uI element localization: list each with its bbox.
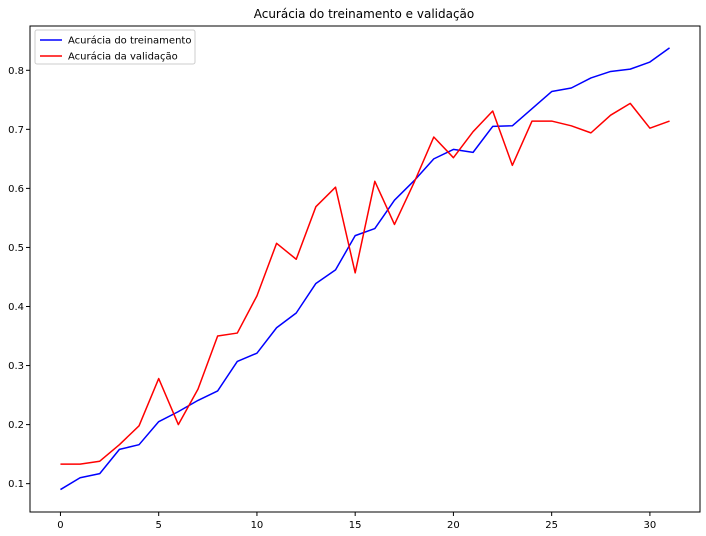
y-tick-label: 0.4 xyxy=(8,302,24,313)
legend-label: Acurácia da validação xyxy=(68,51,178,63)
legend-box xyxy=(34,29,196,65)
y-tick-label: 0.5 xyxy=(8,243,24,254)
legend-label: Acurácia do treinamento xyxy=(68,35,191,47)
y-tick-label: 0.7 xyxy=(8,125,24,136)
legend: Acurácia do treinamento Acurácia da valid… xyxy=(34,29,196,65)
series-line-1 xyxy=(60,47,670,491)
x-axis: 0 5 10 15 20 25 30 xyxy=(57,512,656,531)
y-axis: 0.1 0.2 0.3 0.4 0.5 0.6 0.7 0.8 xyxy=(8,66,30,490)
y-tick-label: 0.6 xyxy=(8,184,24,195)
x-tick-label: 10 xyxy=(251,520,264,531)
chart-title: Acurácia do treinamento e validação xyxy=(254,7,475,21)
series-line-2 xyxy=(60,102,670,465)
y-tick-label: 0.2 xyxy=(8,420,24,431)
x-tick-label: 15 xyxy=(349,520,362,531)
y-tick-label: 0.8 xyxy=(8,66,24,77)
x-tick-label: 5 xyxy=(156,520,162,531)
x-tick-label: 0 xyxy=(57,520,63,531)
x-tick-label: 30 xyxy=(644,520,657,531)
y-tick-label: 0.3 xyxy=(8,361,24,372)
x-tick-label: 20 xyxy=(447,520,460,531)
y-tick-label: 0.1 xyxy=(8,479,24,490)
plot-area xyxy=(60,47,670,491)
axes-frame xyxy=(29,25,701,513)
x-tick-label: 25 xyxy=(545,520,558,531)
